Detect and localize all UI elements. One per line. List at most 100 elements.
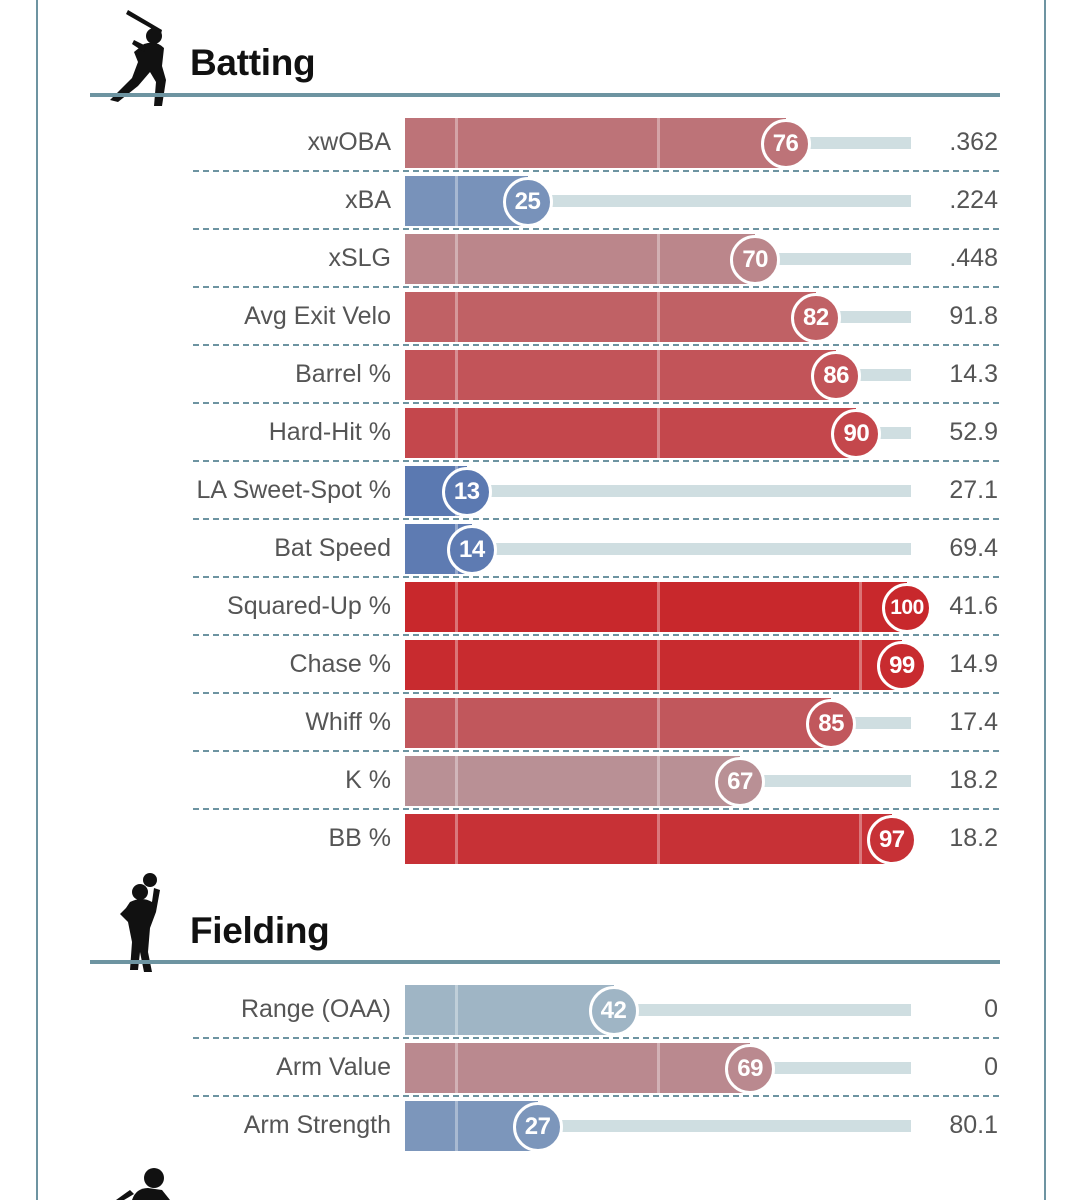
bar-gridline: [859, 640, 863, 690]
metric-row: xBA 25 .224: [0, 175, 1083, 233]
metric-row: xwOBA 76 .362: [0, 117, 1083, 175]
percentile-bubble: 13: [441, 467, 492, 517]
metric-value: .224: [949, 186, 998, 214]
row-divider: [193, 692, 999, 694]
frame-left-border: [36, 0, 38, 1200]
metric-row: Range (OAA) 42 0: [0, 984, 1083, 1042]
percentile-track: [740, 775, 911, 787]
batting-section-title: Batting: [190, 42, 316, 83]
bar-gridline: [454, 408, 458, 458]
metric-label: xSLG: [328, 244, 391, 272]
percentile-track: [471, 543, 911, 555]
fielding-section-rule: [90, 960, 1000, 964]
percentile-bar: [405, 582, 907, 632]
bar-gridline: [657, 350, 660, 400]
metric-row: LA Sweet-Spot % 13 27.1: [0, 465, 1083, 523]
metric-value: 41.6: [949, 592, 998, 620]
metric-label: Avg Exit Velo: [244, 302, 391, 330]
bar-gridline: [454, 582, 458, 632]
metric-value: 52.9: [949, 418, 998, 446]
percentile-track: [750, 1062, 911, 1074]
batter-silhouette-icon: [110, 10, 166, 106]
bar-gridline: [657, 1043, 660, 1093]
percentile-track: [537, 1120, 911, 1132]
bar-gridline: [454, 350, 458, 400]
percentile-bubble: 82: [790, 293, 841, 343]
bar-gridline: [454, 756, 458, 806]
metric-label: K %: [345, 766, 391, 794]
bar-gridline: [657, 118, 660, 168]
metric-value: 14.9: [949, 650, 998, 678]
metric-row: xSLG 70 .448: [0, 233, 1083, 291]
percentile-bubble: 67: [715, 757, 766, 807]
percentile-bar: [405, 985, 614, 1035]
metric-row: Barrel % 86 14.3: [0, 349, 1083, 407]
metric-value: 18.2: [949, 766, 998, 794]
percentile-bubble: 97: [866, 815, 917, 865]
bar-gridline: [454, 176, 458, 226]
metric-row: Chase % 99 14.9: [0, 639, 1083, 697]
percentile-track: [466, 485, 911, 497]
metric-row: Bat Speed 14 69.4: [0, 523, 1083, 581]
percentile-bubble: 69: [725, 1044, 776, 1094]
row-divider: [193, 1037, 999, 1039]
bar-gridline: [657, 756, 660, 806]
bar-gridline: [657, 234, 660, 284]
batting-section-rule: [90, 93, 1000, 97]
percentile-bubble: 100: [882, 583, 932, 633]
fielding-section-title: Fielding: [190, 910, 330, 951]
bar-gridline: [454, 985, 458, 1035]
metric-label: LA Sweet-Spot %: [196, 476, 391, 504]
metric-row: Arm Value 69 0: [0, 1042, 1083, 1100]
metric-value: 91.8: [949, 302, 998, 330]
percentile-bubble: 42: [588, 986, 639, 1036]
bar-gridline: [657, 408, 660, 458]
percentile-track: [785, 137, 911, 149]
metric-value: 69.4: [949, 534, 998, 562]
row-divider: [193, 402, 999, 404]
bar-gridline: [454, 1043, 458, 1093]
metric-label: Chase %: [289, 650, 391, 678]
metric-label: xBA: [345, 186, 391, 214]
percentile-bar: [405, 640, 902, 690]
metric-value: 0: [984, 995, 998, 1023]
metric-value: 14.3: [949, 360, 998, 388]
metric-value: 27.1: [949, 476, 998, 504]
metric-label: Range (OAA): [240, 995, 391, 1023]
bar-gridline: [454, 234, 458, 284]
bar-gridline: [657, 292, 660, 342]
row-divider: [193, 518, 999, 520]
bar-gridline: [454, 698, 458, 748]
metric-label: Whiff %: [305, 708, 391, 736]
percentile-bar: [405, 118, 786, 168]
metric-value: 18.2: [949, 824, 998, 852]
metric-value: 0: [984, 1053, 998, 1081]
metric-value: 17.4: [949, 708, 998, 736]
percentile-bubble: 25: [502, 177, 553, 227]
percentile-bar: [405, 756, 741, 806]
bar-gridline: [454, 118, 458, 168]
metric-row: Avg Exit Velo 82 91.8: [0, 291, 1083, 349]
percentile-bar: [405, 292, 816, 342]
percentile-bubble: 86: [811, 351, 862, 401]
percentile-bubble: 14: [446, 525, 497, 575]
row-divider: [193, 1095, 999, 1097]
metric-value: .362: [949, 128, 998, 156]
percentile-bar: [405, 408, 857, 458]
percentile-bar: [405, 350, 837, 400]
metric-value: 80.1: [949, 1111, 998, 1139]
percentile-track: [527, 195, 911, 207]
percentile-track: [613, 1004, 911, 1016]
percentile-bubble: 85: [806, 699, 857, 749]
bar-gridline: [454, 292, 458, 342]
frame-right-border: [1044, 0, 1046, 1200]
metric-label: xwOBA: [307, 128, 391, 156]
bar-gridline: [859, 814, 863, 864]
row-divider: [193, 344, 999, 346]
percentile-bar: [405, 234, 756, 284]
percentile-bubble: 70: [730, 235, 781, 285]
percentile-bar: [405, 698, 832, 748]
row-divider: [193, 460, 999, 462]
percentile-bar: [405, 814, 892, 864]
bar-gridline: [657, 582, 660, 632]
